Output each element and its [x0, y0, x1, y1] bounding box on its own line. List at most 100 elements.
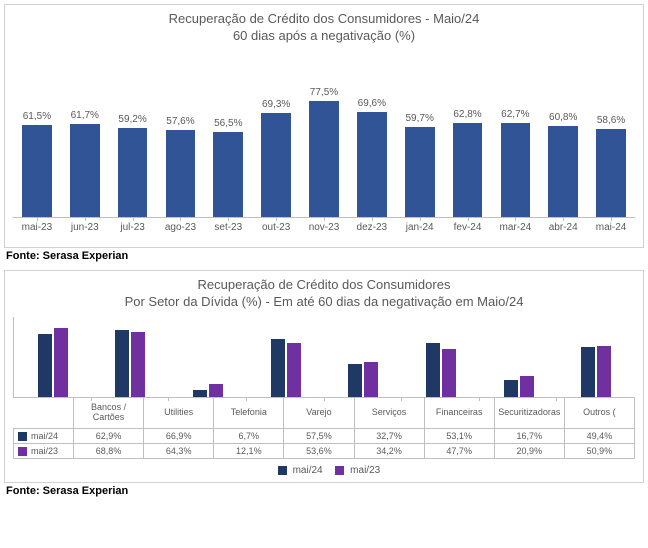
chart1-plot-area: 61,5% 61,7% 59,2% 57,6% 56,5% 69,3% 77,5% 69,6%… — [5, 47, 643, 247]
chart2-bar-mai23 — [364, 362, 378, 396]
chart1-xaxis-label: out-23 — [252, 222, 300, 233]
chart1-bar: 62,7% — [491, 47, 539, 217]
chart2-source: Fonte: Serasa Experian — [6, 485, 644, 497]
chart2-table-cell: 6,7% — [214, 428, 284, 443]
chart1-bar-rect — [309, 101, 339, 217]
chart2-bar-mai23 — [520, 376, 534, 397]
chart1-bar: 59,2% — [109, 47, 157, 217]
chart1-title: Recuperação de Crédito dos Consumidores … — [5, 5, 643, 47]
chart1-xaxis-label: nov-23 — [300, 222, 348, 233]
chart2-bar-mai24 — [426, 343, 440, 396]
chart2-table-category: Bancos / Cartões — [74, 398, 144, 429]
chart1-xaxis-label: mar-24 — [491, 222, 539, 233]
chart2-table-category: Telefonia — [214, 398, 284, 429]
chart2-bar-group — [169, 317, 247, 397]
chart2-table-cell: 20,9% — [494, 443, 564, 458]
chart2-bar-mai24 — [115, 330, 129, 397]
chart2-data-table: Bancos / CartõesUtilitiesTelefoniaVarejo… — [13, 398, 635, 459]
chart2-bar-mai24 — [504, 380, 518, 397]
chart2-table-cell: 68,8% — [74, 443, 144, 458]
chart1-bars: 61,5% 61,7% 59,2% 57,6% 56,5% 69,3% 77,5% 69,6%… — [13, 47, 635, 218]
chart2-bar-mai23 — [131, 332, 145, 396]
chart1-bar-rect — [357, 112, 387, 216]
chart2-table-category: Financeiras — [424, 398, 494, 429]
chart1-bar: 69,6% — [348, 47, 396, 217]
chart2-table-corner — [14, 398, 74, 429]
chart1-xaxis-label: jul-23 — [109, 222, 157, 233]
chart2-table-cell: 57,5% — [284, 428, 354, 443]
chart2-table-category: Utilities — [144, 398, 214, 429]
chart2-table-cell: 66,9% — [144, 428, 214, 443]
chart1-xaxis-label: jan-24 — [396, 222, 444, 233]
chart2-bar-mai23 — [442, 349, 456, 397]
chart1-bar: 77,5% — [300, 47, 348, 217]
chart1-xaxis-label: dez-23 — [348, 222, 396, 233]
chart1-bar-rect — [118, 128, 148, 217]
chart2-table-cell: 12,1% — [214, 443, 284, 458]
chart2-table-cell: 50,9% — [564, 443, 634, 458]
chart1-bar: 59,7% — [396, 47, 444, 217]
chart1-panel: Recuperação de Crédito dos Consumidores … — [4, 4, 644, 248]
legend-swatch-mai24 — [278, 466, 287, 475]
chart1-bar-value-label: 61,5% — [23, 111, 51, 122]
chart1-bar-rect — [70, 124, 100, 217]
chart2-plot-wrap: Bancos / CartõesUtilitiesTelefoniaVarejo… — [5, 313, 643, 482]
chart1-bar: 62,8% — [444, 47, 492, 217]
chart2-title: Recuperação de Crédito dos Consumidores … — [5, 271, 643, 313]
chart1-bar-rect — [261, 113, 291, 217]
chart2-bar-group — [92, 317, 170, 397]
chart1-bar-rect — [22, 125, 52, 217]
chart1-bar-rect — [548, 126, 578, 217]
chart2-bar-group — [247, 317, 325, 397]
chart1-bar-rect — [213, 132, 243, 217]
chart2-table-category: Serviços — [354, 398, 424, 429]
chart1-bar-rect — [166, 130, 196, 216]
chart1-xaxis-label: mai-23 — [13, 222, 61, 233]
chart2-plot-area: Bancos / CartõesUtilitiesTelefoniaVarejo… — [13, 317, 635, 459]
chart1-bar-value-label: 61,7% — [71, 110, 99, 121]
chart2-bars — [13, 317, 635, 398]
chart2-bar-mai23 — [597, 346, 611, 397]
chart1-bar: 60,8% — [539, 47, 587, 217]
chart2-table-category: Securitizadoras — [494, 398, 564, 429]
chart1-bar-rect — [596, 129, 626, 217]
chart1-bar-value-label: 62,7% — [501, 109, 529, 120]
chart2-table-cell: 32,7% — [354, 428, 424, 443]
chart1-xaxis-label: set-23 — [204, 222, 252, 233]
chart1-bar-value-label: 58,6% — [597, 115, 625, 126]
chart1-title-line1: Recuperação de Crédito dos Consumidores … — [169, 11, 480, 26]
chart2-bar-mai24 — [581, 347, 595, 396]
chart2-table-category: Outros ( — [564, 398, 634, 429]
legend-label-mai24: mai/24 — [293, 465, 323, 476]
chart1-xaxis-label: fev-24 — [444, 222, 492, 233]
chart1-bar: 69,3% — [252, 47, 300, 217]
chart2-bar-mai23 — [209, 384, 223, 396]
chart1-bar-value-label: 59,2% — [118, 114, 146, 125]
chart2-bar-group — [402, 317, 480, 397]
chart1-xaxis-label: abr-24 — [539, 222, 587, 233]
legend-label-mai23: mai/23 — [350, 465, 380, 476]
chart1-source: Fonte: Serasa Experian — [6, 250, 644, 262]
chart1-bar-rect — [405, 127, 435, 217]
chart2-table-cell: 62,9% — [74, 428, 144, 443]
chart1-bar-rect — [453, 123, 483, 217]
chart2-table-cell: 16,7% — [494, 428, 564, 443]
chart2-table-rowheader-mai24: mai/24 — [14, 428, 74, 443]
chart2-bar-mai24 — [193, 390, 207, 397]
chart1-xaxis-label: ago-23 — [157, 222, 205, 233]
chart1-bar-value-label: 57,6% — [166, 116, 194, 127]
legend-swatch-mai23 — [335, 466, 344, 475]
chart2-legend: mai/24 mai/23 — [13, 459, 635, 476]
chart2-panel: Recuperação de Crédito dos Consumidores … — [4, 270, 644, 483]
chart1-bar-value-label: 77,5% — [310, 87, 338, 98]
chart2-bar-group — [325, 317, 403, 397]
chart2-bar-group — [14, 317, 92, 397]
chart2-table-cell: 49,4% — [564, 428, 634, 443]
chart2-bar-mai23 — [54, 328, 68, 397]
chart1-bar-rect — [501, 123, 531, 217]
chart1-bar-value-label: 56,5% — [214, 118, 242, 129]
chart1-bar-value-label: 62,8% — [453, 109, 481, 120]
chart1-bar-value-label: 60,8% — [549, 112, 577, 123]
chart1-bar: 58,6% — [587, 47, 635, 217]
chart1-bar: 56,5% — [204, 47, 252, 217]
